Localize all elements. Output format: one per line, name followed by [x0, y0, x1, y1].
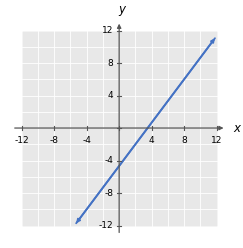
Text: -8: -8 — [104, 188, 113, 197]
Bar — [22, 31, 217, 225]
Text: y: y — [118, 3, 125, 16]
Text: -12: -12 — [14, 136, 29, 145]
Text: -4: -4 — [104, 156, 113, 165]
Text: x: x — [233, 122, 240, 135]
Text: -8: -8 — [50, 136, 59, 145]
Text: 8: 8 — [108, 59, 113, 67]
Text: -4: -4 — [82, 136, 91, 145]
Text: 4: 4 — [108, 91, 113, 100]
Text: -12: -12 — [99, 221, 113, 230]
Text: 12: 12 — [211, 136, 222, 145]
Text: 8: 8 — [181, 136, 187, 145]
Text: 12: 12 — [102, 26, 113, 35]
Text: 4: 4 — [149, 136, 155, 145]
